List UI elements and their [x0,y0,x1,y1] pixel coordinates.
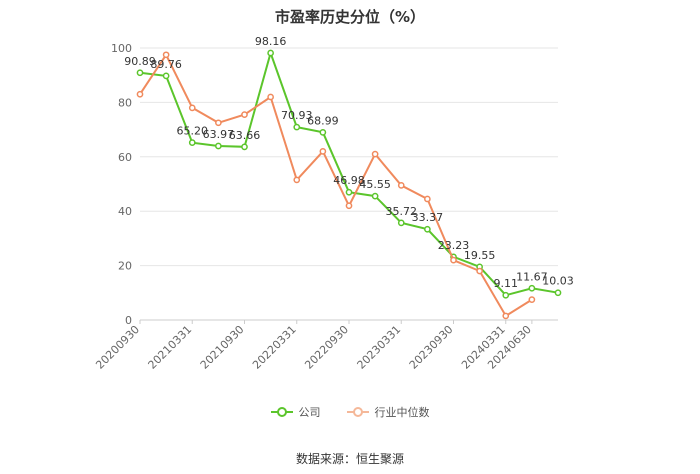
data-label: 9.11 [494,277,519,290]
data-point-0 [528,284,536,292]
data-label: 63.66 [229,129,261,142]
data-point-1 [136,90,144,98]
data-point-1 [397,182,405,189]
data-label: 89.76 [150,58,182,71]
data-point-1 [528,296,536,303]
data-point-0 [293,123,301,131]
data-label: 70.93 [281,109,313,122]
data-label: 65.20 [177,125,209,138]
y-tick-label: 0 [125,314,132,327]
data-point-0 [188,139,196,147]
y-tick-label: 80 [118,96,132,109]
data-point-1 [502,312,510,320]
data-label: 63.97 [203,128,235,141]
data-point-1 [293,176,301,184]
x-tick-label: 20200930 [93,323,142,372]
x-tick-label: 20230331 [355,323,404,372]
data-point-0 [345,188,353,196]
x-tick-label: 20220331 [250,323,299,372]
data-point-1 [345,202,353,210]
data-point-0 [267,49,274,57]
data-point-0 [319,128,327,136]
data-point-0 [241,143,248,151]
data-label: 10.03 [542,275,574,288]
data-label: 46.98 [333,174,365,187]
data-point-0 [554,289,562,297]
data-label: 23.23 [438,239,470,252]
x-tick-label: 20230930 [407,323,456,372]
data-label: 33.37 [412,211,444,224]
y-tick-label: 40 [118,205,132,218]
series-line-1 [139,52,533,318]
data-point-1 [188,104,196,112]
data-point-0 [162,72,170,80]
x-tick-label: 20220930 [302,323,351,372]
data-point-1 [241,111,248,118]
chart-legend: 公司 行业中位数 [0,404,700,420]
data-point-0 [371,192,379,200]
y-tick-label: 60 [118,151,132,164]
y-tick-label: 20 [118,260,132,273]
data-point-1 [215,119,222,127]
data-label: 19.55 [464,249,496,262]
data-point-1 [371,150,379,158]
x-tick-label: 20210930 [198,323,247,372]
data-point-1 [319,148,327,155]
chart-title: 市盈率历史分位（%） [274,8,426,26]
data-label: 45.55 [359,178,391,191]
x-tick-label: 20210331 [146,323,195,372]
legend-item-industry-median[interactable]: 行业中位数 [346,404,430,420]
legend-swatch-industry [346,407,369,417]
data-point-1 [267,93,274,101]
legend-swatch-company [270,407,293,417]
legend-label-industry: 行业中位数 [374,406,430,419]
data-label: 98.16 [255,35,287,48]
data-point-0 [424,225,431,233]
data-source: 数据来源：恒生聚源 [295,452,404,466]
data-point-0 [136,69,144,77]
data-label: 35.72 [386,205,418,218]
data-point-0 [502,291,510,299]
data-point-1 [476,267,483,275]
data-label: 68.99 [307,114,339,127]
data-point-1 [450,256,457,264]
data-label: 11.67 [516,270,548,283]
data-point-0 [215,142,222,150]
legend-item-company[interactable]: 公司 [270,404,321,420]
legend-label-company: 公司 [298,406,321,419]
data-point-0 [397,219,405,227]
y-tick-label: 100 [111,42,132,55]
data-label: 90.89 [124,55,156,68]
data-point-1 [162,51,170,59]
data-point-1 [424,195,431,203]
